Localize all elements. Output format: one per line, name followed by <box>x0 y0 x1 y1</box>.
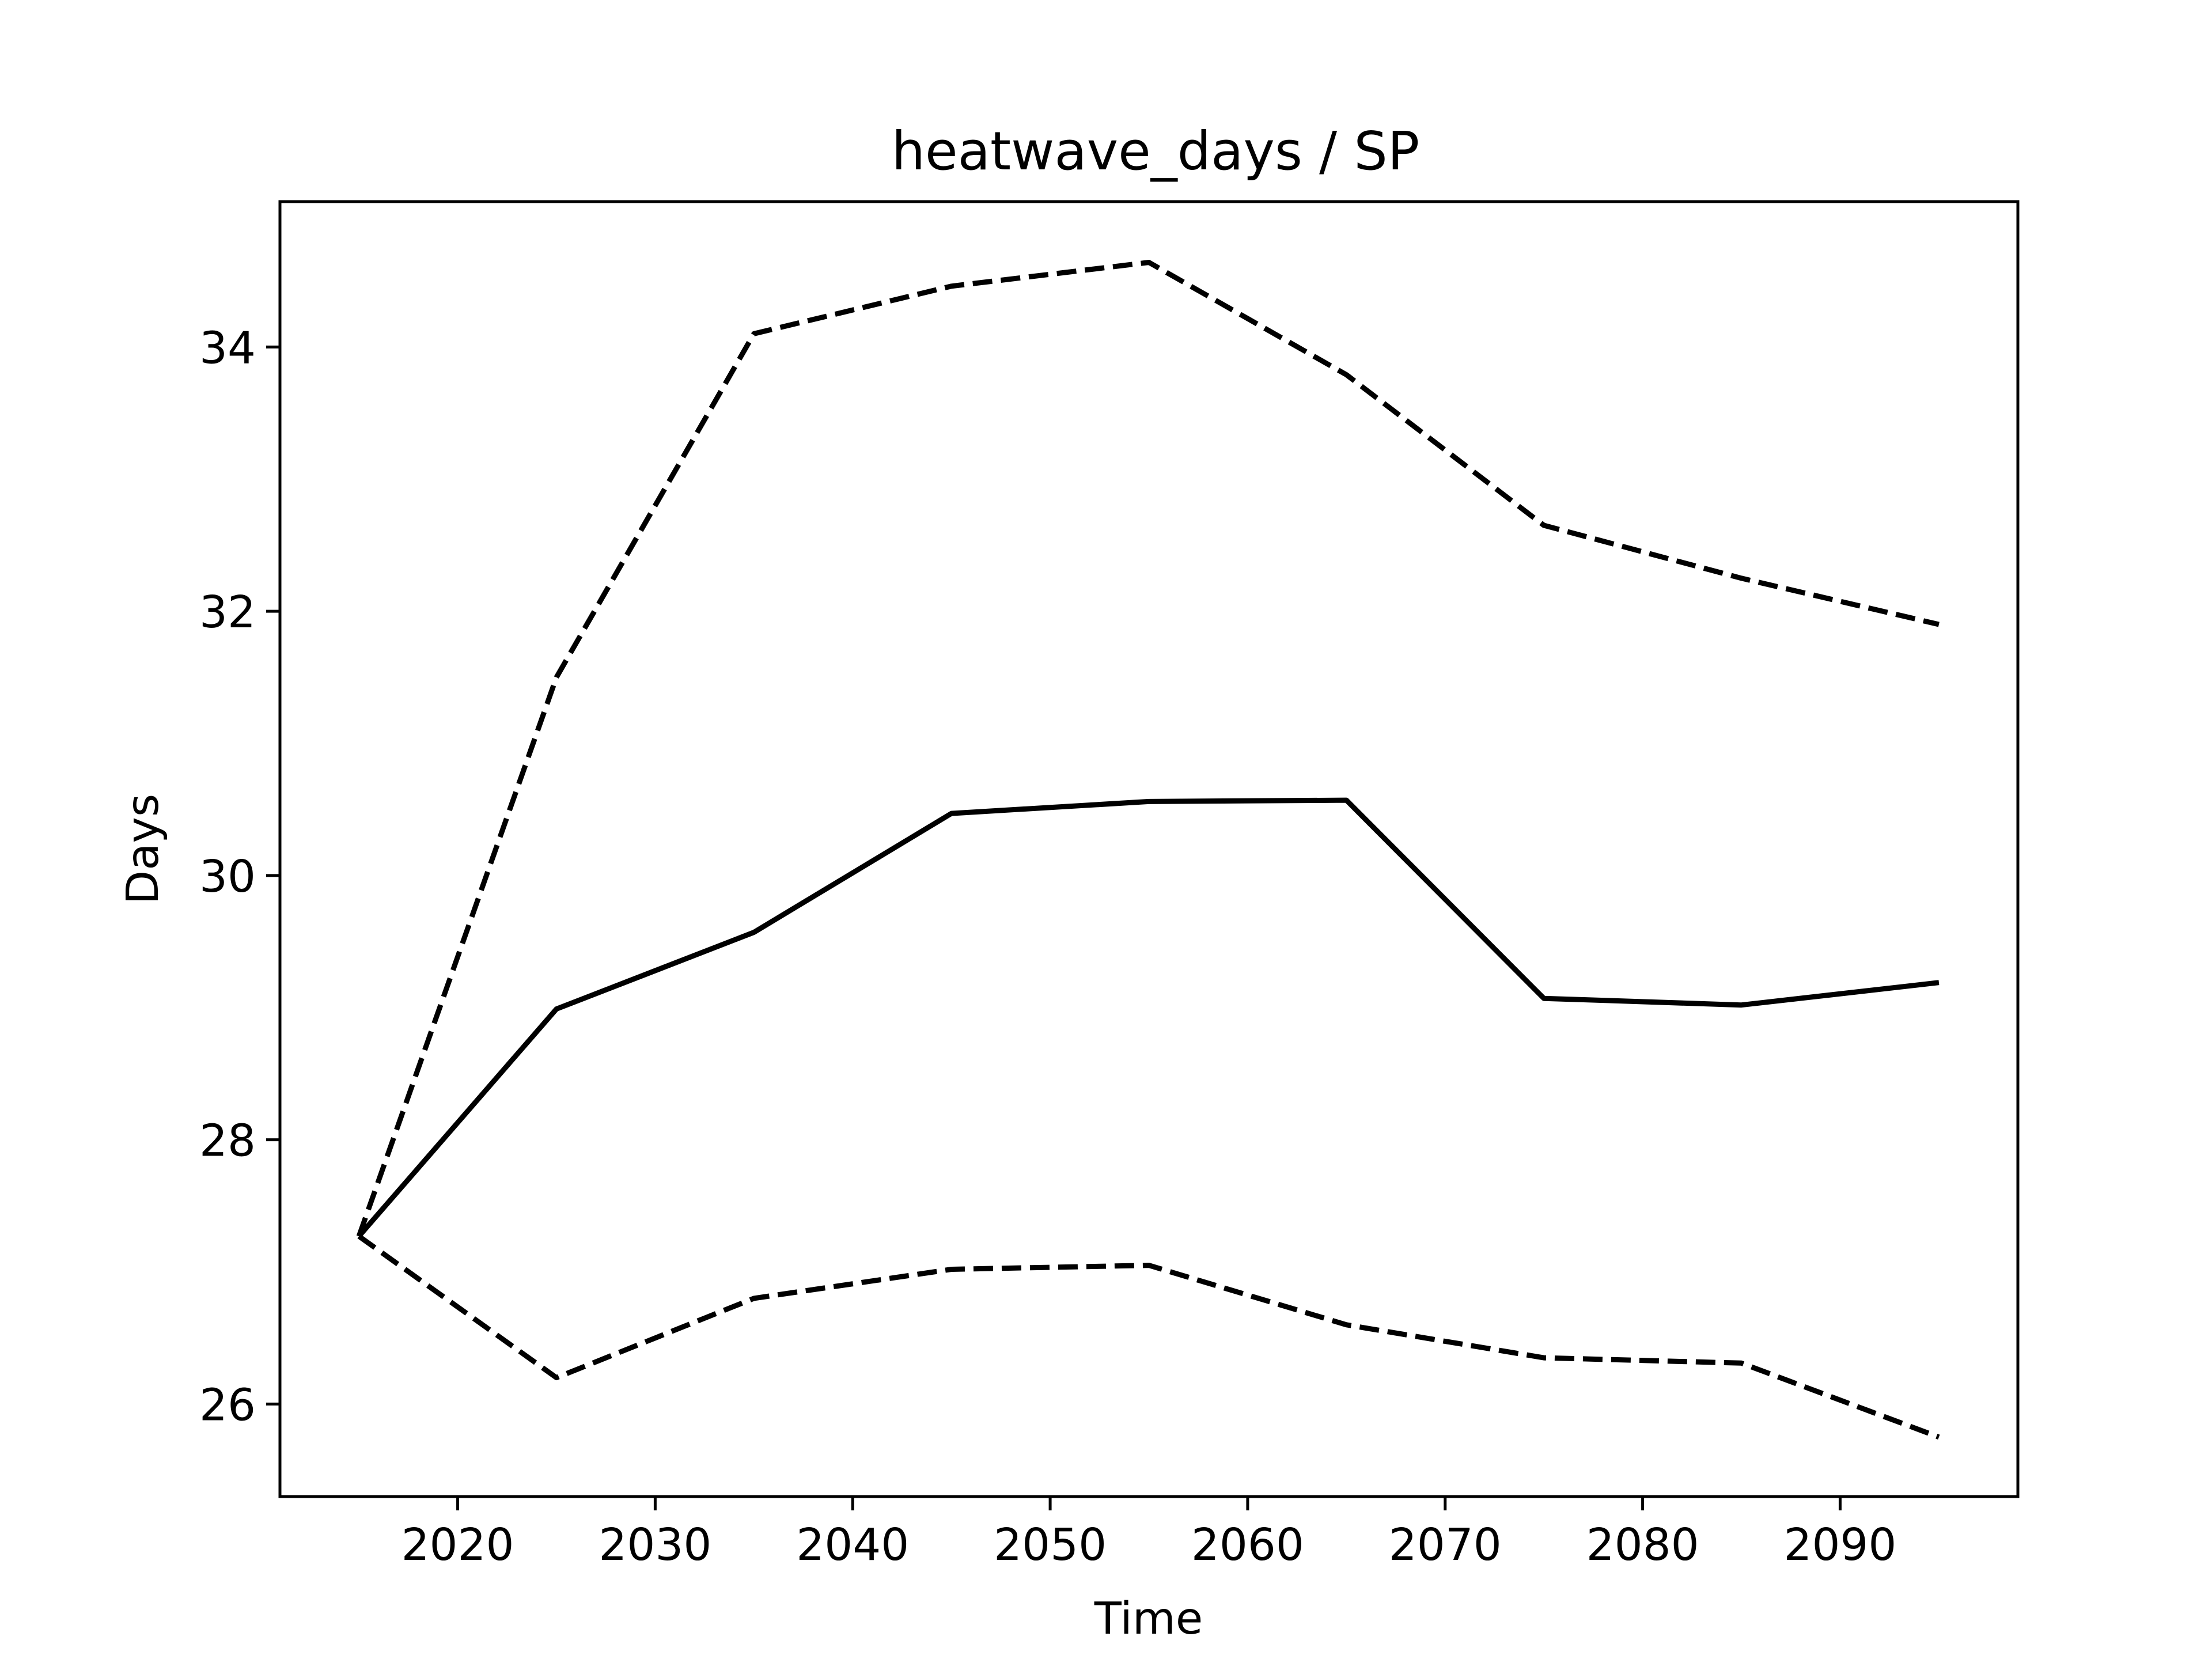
y-tick-label: 28 <box>199 1116 256 1167</box>
y-tick-label: 32 <box>199 587 256 638</box>
plot-lines <box>356 260 1940 1440</box>
x-axis: 2020 2030 2040 2050 2060 2070 2080 2090 <box>402 1497 1896 1571</box>
x-tick-label: 2070 <box>1389 1520 1502 1571</box>
y-tick-label: 34 <box>199 323 256 374</box>
x-tick-label: 2060 <box>1191 1520 1304 1571</box>
chart-title: heatwave_days / SP <box>892 120 1420 182</box>
x-tick-label: 2080 <box>1586 1520 1699 1571</box>
x-tick-label: 2050 <box>994 1520 1107 1571</box>
x-tick-label: 2090 <box>1783 1520 1896 1571</box>
x-tick-label: 2020 <box>402 1520 514 1571</box>
y-axis-title: Days <box>118 794 169 904</box>
series-line-2 <box>357 1234 1940 1440</box>
x-tick-label: 2040 <box>796 1520 909 1571</box>
series-line-1 <box>356 260 1940 1237</box>
y-axis: 26 28 30 32 34 <box>199 323 280 1431</box>
y-tick-label: 26 <box>199 1380 256 1431</box>
y-tick-label: 30 <box>199 851 256 903</box>
plot-frame <box>278 200 2020 1498</box>
series-line-0 <box>357 797 1940 1238</box>
x-tick-label: 2030 <box>599 1520 711 1571</box>
x-axis-title: Time <box>1094 1593 1203 1645</box>
